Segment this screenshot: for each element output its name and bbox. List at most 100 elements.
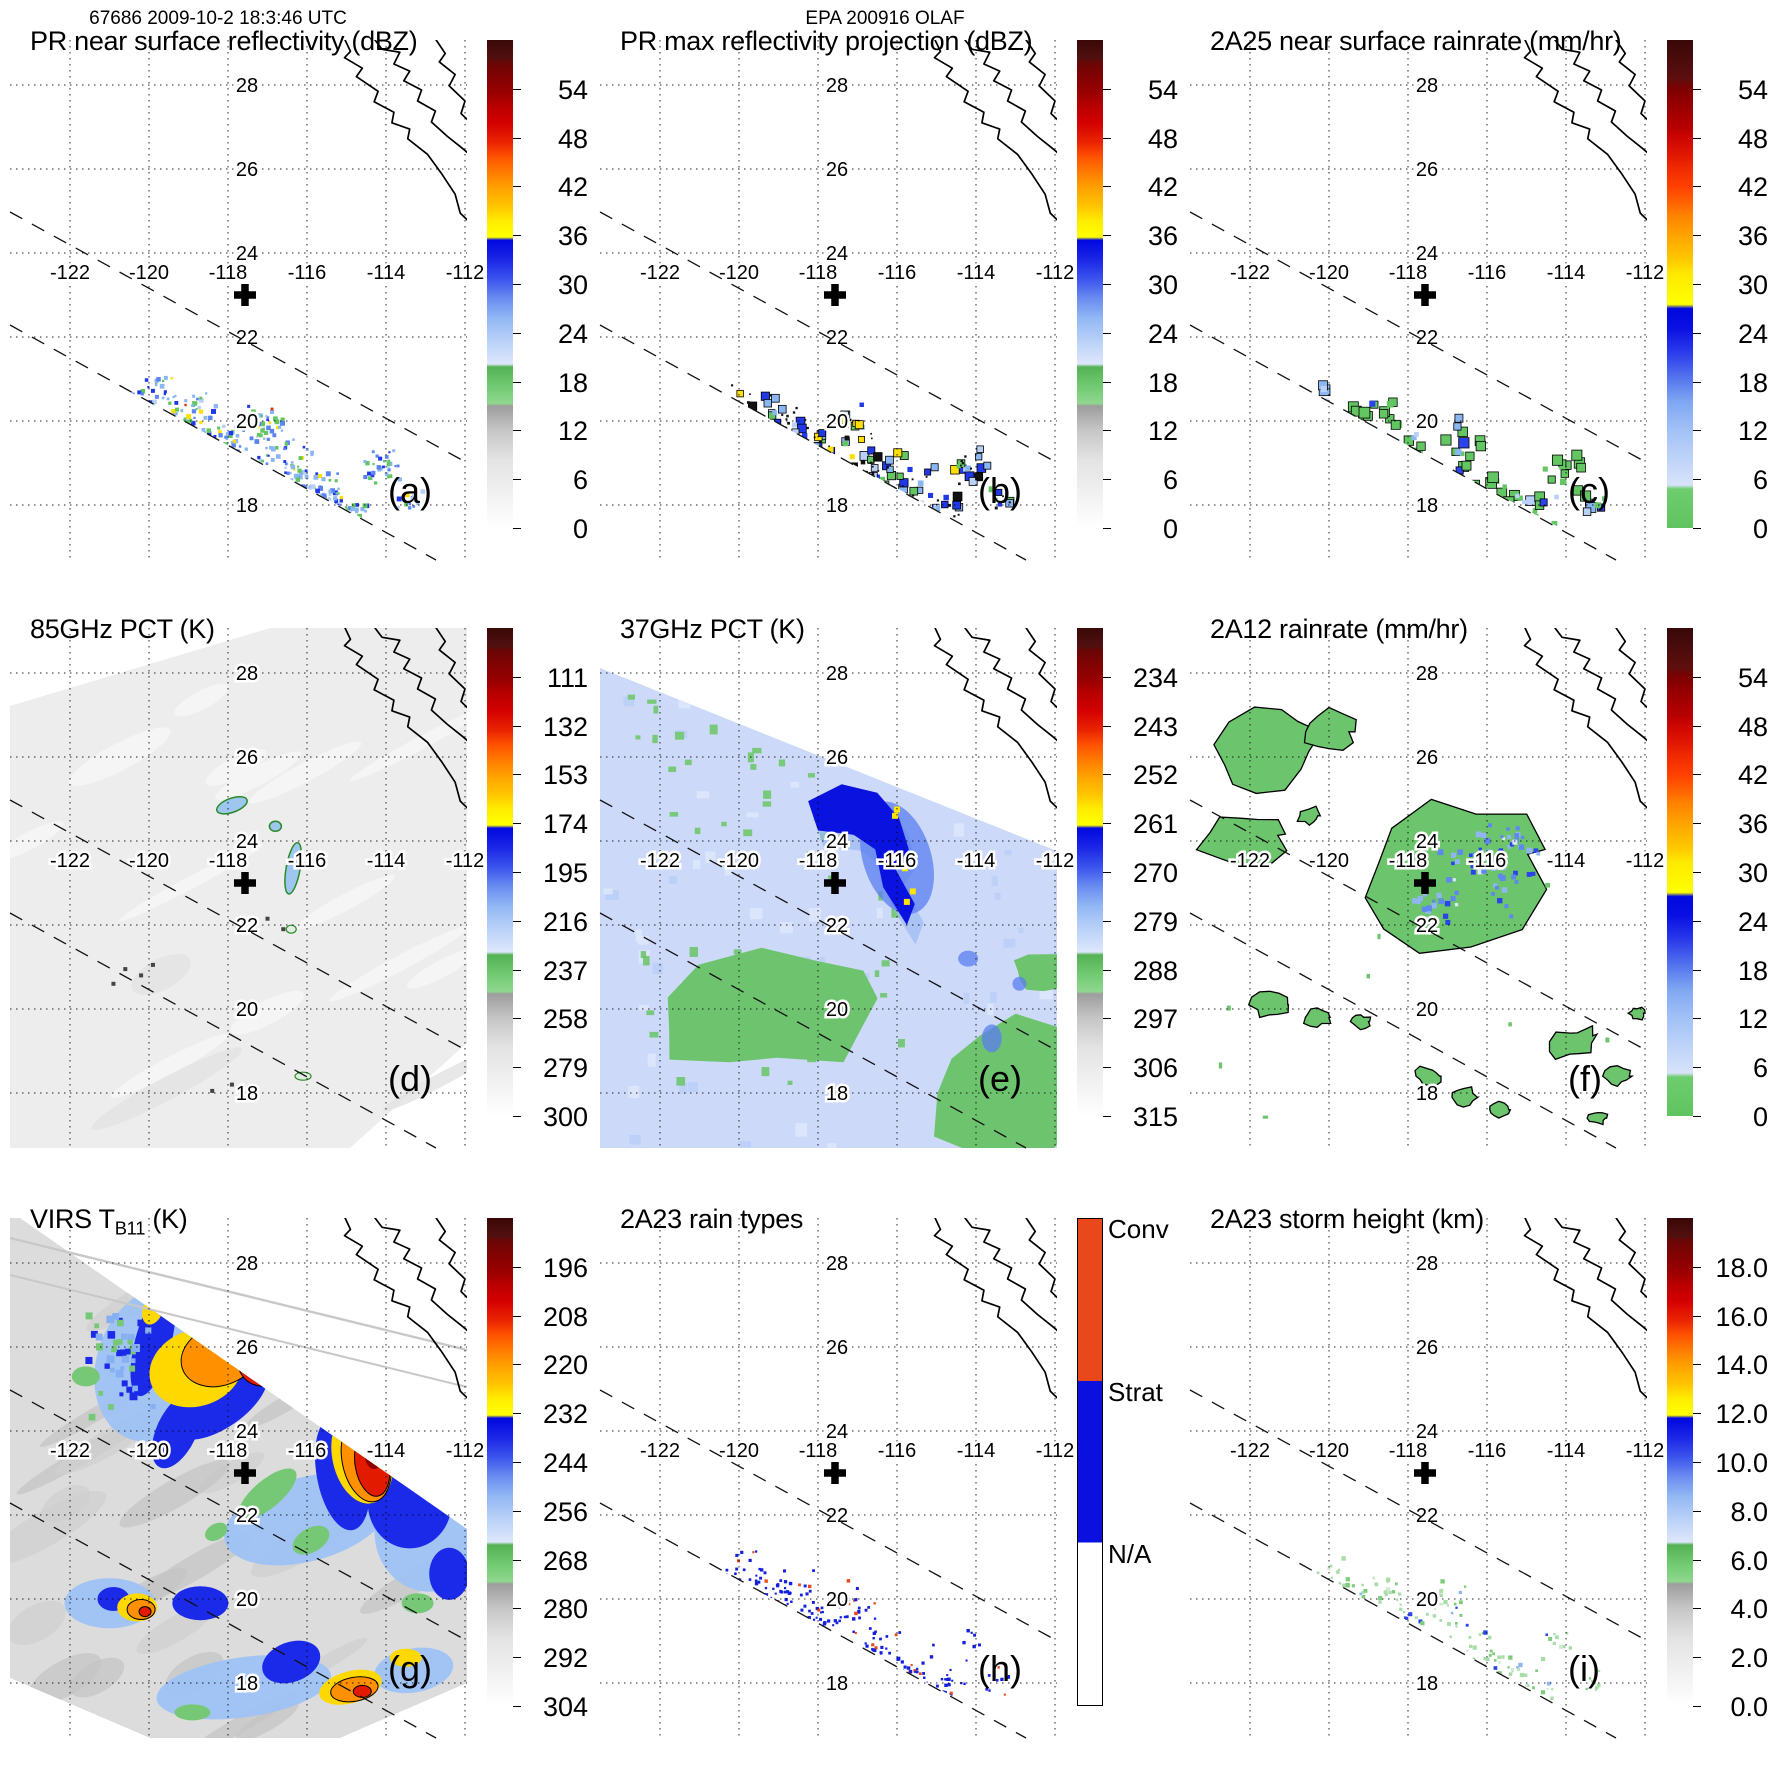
colorbar-tick-label: 6 [572, 465, 588, 496]
map-canvas: 28 26 24 22 20 18 -122 -120 -118 -116 -114 -112 [599, 628, 1077, 1149]
colorbar-tick-mark [513, 725, 521, 727]
lat-label: 18 [826, 495, 848, 517]
lat-label: 22 [1416, 1505, 1438, 1527]
colorbar-tick-mark [1103, 1116, 1111, 1117]
lat-label: 24 [826, 243, 848, 265]
lat-label: 24 [1416, 831, 1438, 853]
colorbar-tick-mark [1103, 186, 1111, 188]
colorbar-tick-label: 208 [542, 1301, 588, 1332]
colorbar-tick-label: 232 [542, 1399, 588, 1430]
colorbar-tick-mark [1693, 88, 1701, 90]
colorbar-tick-label: 0 [1752, 514, 1768, 544]
lat-label: 26 [826, 159, 848, 181]
lon-label: -112 [446, 850, 485, 872]
lon-label: -120 [719, 1440, 759, 1462]
header-orbit-timestamp: 67686 2009-10-2 18:3:46 UTC [89, 8, 347, 29]
panel-title: 2A25 near surface rainrate (mm/hr) [1210, 26, 1622, 56]
storm-center-marker [233, 872, 256, 894]
lon-label: -116 [288, 1440, 327, 1462]
colorbar-tick-mark [513, 676, 521, 678]
colorbar-tick-label: 279 [1132, 906, 1178, 937]
lon-label: -118 [1389, 262, 1428, 284]
colorbar-tick-label: 244 [542, 1448, 588, 1478]
lon-label: -116 [1468, 262, 1507, 284]
lon-label: -118 [799, 262, 838, 284]
colorbar [1667, 40, 1693, 528]
lat-label: 22 [236, 327, 258, 349]
colorbar-tick-label: 48 [1737, 123, 1768, 154]
lon-label: -112 [446, 262, 485, 284]
colorbar-tick-label: 30 [1737, 270, 1768, 300]
colorbar-tick-label: 30 [557, 270, 588, 300]
data-field-layer [600, 668, 1057, 1148]
colorbar-tick-label: N/A [1108, 1539, 1152, 1570]
colorbar-tick-label: 16.0 [1715, 1301, 1768, 1332]
coastline [933, 40, 1057, 221]
lon-label: -112 [446, 1440, 485, 1462]
colorbar-tick-mark [1103, 823, 1111, 825]
colorbar-tick-mark [1693, 186, 1701, 188]
colorbar-tick-mark [1693, 969, 1701, 971]
colorbar-tick-mark [513, 235, 521, 237]
colorbar-tick-label: 258 [542, 1004, 588, 1035]
lat-label: 18 [1416, 1083, 1438, 1105]
colorbar [1667, 628, 1693, 1116]
lon-label: -112 [1626, 262, 1665, 284]
colorbar-tick-mark [1693, 1510, 1701, 1512]
lat-label: 28 [236, 663, 258, 685]
map-panel-e: 37GHz PCT (K) 28 26 24 22 20 18 -122 -120 -118 -1… [590, 588, 1180, 1176]
storm-center-marker [1413, 1462, 1436, 1484]
colorbar-tick-mark [1103, 1018, 1111, 1020]
lon-label: -122 [1230, 850, 1270, 872]
colorbar-tick-label: Strat [1108, 1376, 1163, 1407]
lat-label: 28 [236, 75, 258, 97]
lat-label: 20 [1416, 999, 1438, 1021]
lat-label: 28 [236, 1253, 258, 1275]
lat-label: 26 [236, 159, 258, 181]
lat-label: 24 [1416, 243, 1438, 265]
lat-label: 26 [1416, 1337, 1438, 1359]
colorbar [1077, 1218, 1103, 1706]
colorbar-tick-mark [1693, 725, 1701, 727]
lat-label: 24 [826, 831, 848, 853]
data-field-layer [10, 628, 467, 1148]
colorbar-tick-mark [1103, 235, 1111, 237]
colorbar-tick-mark [1103, 284, 1111, 285]
colorbar-tick-mark [1693, 676, 1701, 678]
colorbar-tick-label: 24 [1147, 318, 1178, 349]
lon-label: -116 [878, 850, 917, 872]
colorbar-tick-mark [1103, 1067, 1111, 1069]
lon-label: -112 [1626, 850, 1665, 872]
lon-label: -112 [1036, 850, 1075, 872]
colorbar-tick-mark [513, 528, 521, 529]
colorbar-tick-mark [1693, 430, 1701, 432]
colorbar-tick-label: 268 [542, 1545, 588, 1576]
colorbar-tick-label: 306 [1132, 1053, 1178, 1084]
colorbar-tick-mark [513, 1657, 521, 1659]
colorbar-tick-label: 18 [557, 367, 588, 398]
colorbar-tick-label: 288 [1132, 955, 1178, 986]
lat-label: 26 [826, 747, 848, 769]
colorbar-tick-mark [513, 381, 521, 383]
colorbar-tick-label: 12.0 [1715, 1399, 1768, 1430]
lat-label: 24 [1416, 1421, 1438, 1443]
lat-label: 26 [1416, 159, 1438, 181]
storm-center-marker [823, 284, 846, 306]
colorbar-tick-mark [1103, 332, 1111, 334]
colorbar-tick-label: 6 [1752, 1053, 1768, 1084]
colorbar-tick-label: 195 [542, 858, 588, 888]
lat-label: 28 [826, 75, 848, 97]
lat-label: 20 [236, 411, 258, 433]
colorbar-tick-mark [1103, 430, 1111, 432]
colorbar-tick-label: 2.0 [1730, 1643, 1768, 1674]
lat-label: 18 [1416, 495, 1438, 517]
panel-title: 85GHz PCT (K) [30, 614, 215, 644]
lat-label: 28 [1416, 663, 1438, 685]
colorbar-tick-mark [513, 284, 521, 285]
lat-label: 28 [1416, 1253, 1438, 1275]
lat-label: 26 [826, 1337, 848, 1359]
colorbar-tick-label: 6 [1752, 465, 1768, 496]
colorbar-tick-label: 54 [1737, 662, 1768, 693]
colorbar-tick-label: 12 [1147, 416, 1178, 447]
